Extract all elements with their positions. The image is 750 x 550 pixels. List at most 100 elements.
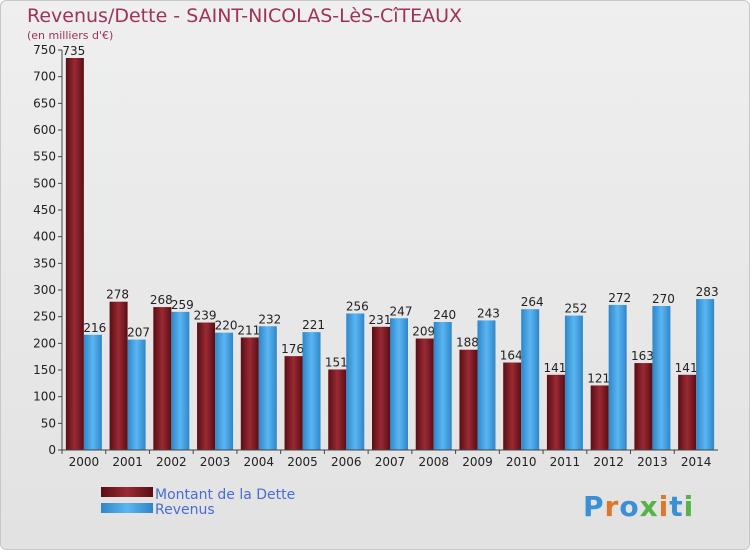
value-label-revenue: 220 [215, 319, 238, 333]
y-tick-label: 650 [33, 96, 56, 110]
value-label-revenue: 270 [652, 292, 675, 306]
value-label-debt: 209 [412, 325, 435, 339]
value-label-revenue: 252 [564, 302, 587, 316]
x-tick-label: 2008 [418, 455, 449, 469]
bar-debt [284, 356, 303, 450]
proxiti-logo: Proxiti [583, 490, 694, 523]
value-label-debt: 141 [675, 361, 698, 375]
bar-revenue [215, 332, 234, 450]
legend-swatch-revenue [101, 503, 153, 513]
value-label-revenue: 216 [83, 321, 106, 335]
value-label-debt: 211 [237, 323, 260, 337]
value-label-revenue: 221 [302, 318, 325, 332]
y-tick-label: 0 [48, 443, 56, 457]
bar-debt [546, 374, 565, 450]
bar-revenue [83, 334, 102, 450]
value-label-debt: 163 [631, 349, 654, 363]
x-tick-label: 2007 [375, 455, 406, 469]
y-tick-label: 500 [33, 176, 56, 190]
bar-debt [109, 301, 128, 450]
y-tick-label: 150 [33, 363, 56, 377]
y-tick-label: 750 [33, 43, 56, 57]
x-tick-label: 2012 [593, 455, 624, 469]
y-tick-label: 300 [33, 283, 56, 297]
bar-debt [503, 362, 522, 450]
proxiti-logo-text: Proxiti [583, 490, 694, 523]
bar-debt [197, 322, 216, 450]
value-label-revenue: 259 [171, 298, 194, 312]
bar-revenue [564, 315, 583, 450]
x-axis: 2000 2001 2002 2003 2004 2005 2006 2007 2008 2009… [61, 449, 718, 469]
x-tick-label: 2002 [156, 455, 187, 469]
value-label-debt: 176 [281, 342, 304, 356]
bar-debt [678, 374, 697, 450]
x-tick-label: 2014 [681, 455, 712, 469]
value-label-revenue: 243 [477, 306, 500, 320]
value-label-revenue: 256 [346, 299, 369, 313]
value-label-revenue: 232 [258, 312, 281, 326]
y-tick-label: 50 [41, 416, 56, 430]
value-label-debt: 268 [150, 293, 173, 307]
value-label-revenue: 264 [521, 295, 544, 309]
bar-debt [415, 338, 434, 450]
value-label-revenue: 247 [390, 304, 413, 318]
x-tick-label: 2011 [550, 455, 581, 469]
x-tick-label: 2001 [112, 455, 143, 469]
x-tick-label: 2005 [287, 455, 318, 469]
bar-revenue [302, 332, 321, 450]
legend: Montant de la Dette Revenus [101, 487, 295, 518]
x-tick-label: 2013 [637, 455, 668, 469]
bar-debt [372, 326, 390, 450]
value-label-revenue: 272 [608, 291, 631, 305]
y-tick-label: 700 [33, 70, 56, 84]
bar-debt [590, 385, 609, 450]
legend-swatch-debt [101, 487, 153, 497]
bars: 735 278 268 239 211 176 151 231 209 188 164 141 121 1… [62, 44, 719, 450]
value-label-debt: 151 [325, 355, 348, 369]
bar-debt [634, 363, 653, 450]
y-tick-label: 200 [33, 336, 56, 350]
legend-label-revenue: Revenus [155, 502, 215, 518]
y-tick-label: 250 [33, 310, 56, 324]
bar-revenue [696, 299, 715, 450]
bar-revenue [346, 313, 365, 450]
y-tick-label: 350 [33, 256, 56, 270]
x-tick-label: 2010 [506, 455, 537, 469]
y-tick-label: 600 [33, 123, 56, 137]
x-tick-label: 2009 [462, 455, 493, 469]
y-axis: 0 50 100 150 200 250 300 350 400 450 500 550 600 650 7… [33, 43, 63, 457]
chart-subtitle: (en milliers d'€) [27, 29, 113, 42]
y-tick-label: 400 [33, 230, 56, 244]
value-label-revenue: 240 [433, 308, 456, 322]
y-tick-label: 550 [33, 150, 56, 164]
bar-debt [153, 307, 172, 450]
value-label-debt: 188 [456, 336, 479, 350]
value-label-debt: 239 [194, 309, 217, 323]
bar-revenue [171, 311, 190, 450]
value-label-debt: 735 [62, 44, 85, 58]
bar-debt [65, 58, 84, 450]
bar-revenue [258, 326, 277, 450]
legend-label-debt: Montant de la Dette [155, 487, 295, 503]
value-label-revenue: 283 [696, 285, 719, 299]
bar-revenue [433, 322, 452, 450]
value-label-debt: 164 [500, 349, 523, 363]
bar-revenue [127, 339, 146, 450]
bar-revenue [477, 320, 496, 450]
y-tick-label: 450 [33, 203, 56, 217]
value-label-debt: 141 [543, 361, 566, 375]
x-tick-label: 2003 [200, 455, 231, 469]
x-tick-label: 2000 [69, 455, 100, 469]
bar-debt [328, 369, 347, 450]
x-tick-label: 2006 [331, 455, 362, 469]
bar-revenue [608, 304, 627, 450]
bar-revenue [521, 309, 540, 450]
value-label-revenue: 207 [127, 326, 150, 340]
x-tick-label: 2004 [244, 455, 275, 469]
bar-revenue [390, 318, 408, 450]
bar-debt [459, 349, 478, 450]
chart-title: Revenus/Dette - SAINT-NICOLAS-LèS-CîTEAU… [27, 5, 462, 27]
bar-debt [240, 337, 259, 450]
